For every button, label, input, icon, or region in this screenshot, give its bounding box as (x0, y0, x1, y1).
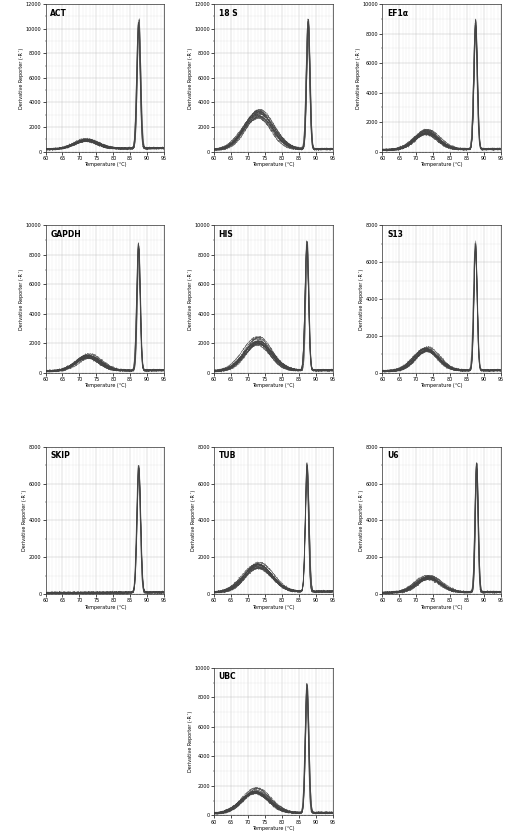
Y-axis label: Derivative Reporter (-R´): Derivative Reporter (-R´) (190, 490, 195, 551)
X-axis label: Temperature (°C): Temperature (°C) (83, 162, 126, 167)
X-axis label: Temperature (°C): Temperature (°C) (251, 605, 294, 610)
Y-axis label: Derivative Reporter (-R´): Derivative Reporter (-R´) (19, 269, 24, 329)
X-axis label: Temperature (°C): Temperature (°C) (251, 826, 294, 831)
Y-axis label: Derivative Reporter (-R´): Derivative Reporter (-R´) (356, 47, 361, 108)
X-axis label: Temperature (°C): Temperature (°C) (420, 605, 462, 610)
Text: HIS: HIS (218, 230, 233, 239)
Text: ACT: ACT (50, 8, 67, 17)
X-axis label: Temperature (°C): Temperature (°C) (420, 384, 462, 389)
Text: SKIP: SKIP (50, 451, 70, 460)
Y-axis label: Derivative Reporter (-R´): Derivative Reporter (-R´) (22, 490, 27, 551)
Text: UBC: UBC (218, 672, 236, 681)
Text: 18 S: 18 S (218, 8, 237, 17)
Y-axis label: Derivative Reporter (-R´): Derivative Reporter (-R´) (187, 711, 192, 772)
Text: U6: U6 (386, 451, 398, 460)
Text: EF1α: EF1α (386, 8, 408, 17)
Text: TUB: TUB (218, 451, 236, 460)
Y-axis label: Derivative Reporter (-R´): Derivative Reporter (-R´) (19, 47, 24, 108)
X-axis label: Temperature (°C): Temperature (°C) (420, 162, 462, 167)
Y-axis label: Derivative Reporter (-R´): Derivative Reporter (-R´) (187, 269, 192, 329)
X-axis label: Temperature (°C): Temperature (°C) (83, 605, 126, 610)
Text: GAPDH: GAPDH (50, 230, 81, 239)
Y-axis label: Derivative Reporter (-R´): Derivative Reporter (-R´) (359, 269, 364, 329)
X-axis label: Temperature (°C): Temperature (°C) (251, 384, 294, 389)
X-axis label: Temperature (°C): Temperature (°C) (251, 162, 294, 167)
Text: S13: S13 (386, 230, 402, 239)
Y-axis label: Derivative Reporter (-R´): Derivative Reporter (-R´) (187, 47, 192, 108)
X-axis label: Temperature (°C): Temperature (°C) (83, 384, 126, 389)
Y-axis label: Derivative Reporter (-R´): Derivative Reporter (-R´) (359, 490, 364, 551)
